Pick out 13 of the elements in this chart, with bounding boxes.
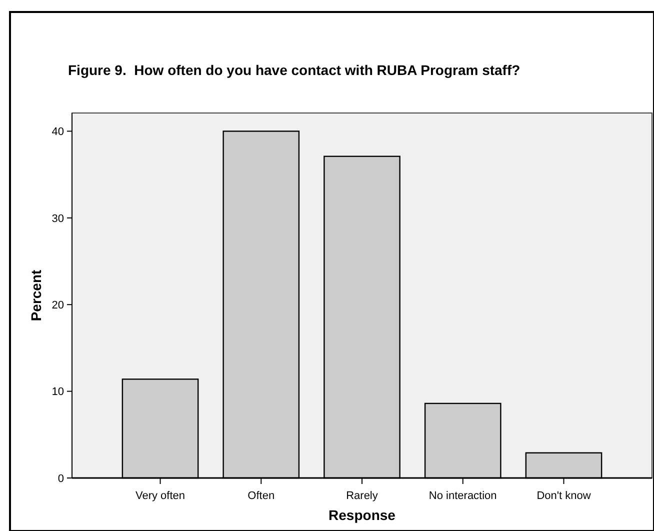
y-tick-label: 40 [52, 126, 64, 138]
y-tick-label: 20 [52, 299, 64, 312]
x-tick-label: Very often [135, 490, 186, 502]
x-tick-label: No interaction [428, 490, 497, 502]
y-tick-label: 10 [52, 386, 64, 398]
x-axis-title: Response [328, 507, 396, 523]
chart-title: Figure 9. How often do you have contact with RUBA Program staff? [68, 62, 520, 78]
x-tick-label: Often [248, 490, 275, 502]
y-tick-label: 0 [58, 472, 64, 485]
x-tick-label: Rarely [346, 490, 378, 502]
y-axis-title: Percent [28, 269, 44, 322]
y-tick-label: 30 [52, 212, 64, 225]
x-tick-label: Don't know [536, 490, 591, 502]
